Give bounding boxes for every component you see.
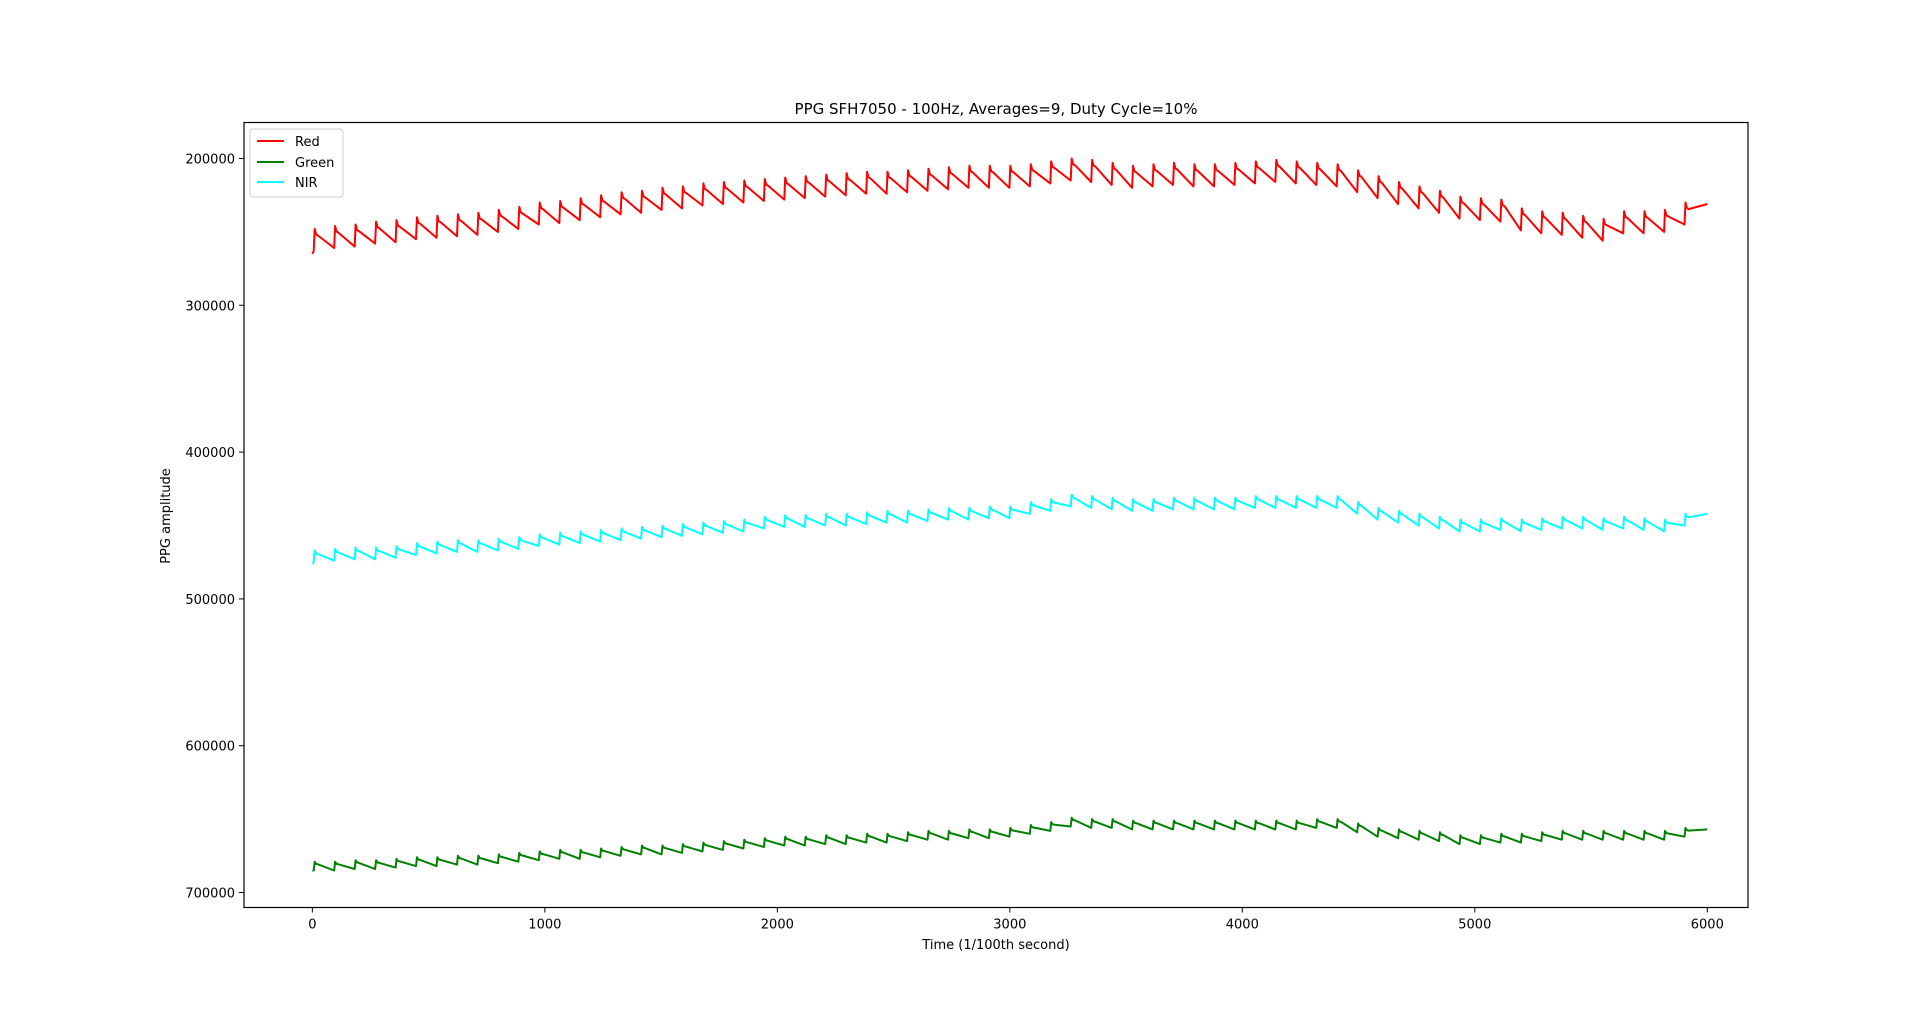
series-line-green (312, 816, 1708, 872)
axes-frame (243, 121, 1749, 909)
series-line-red (311, 157, 1708, 255)
x-tick-label: 4000 (1226, 918, 1259, 933)
y-tick-label: 400000 (185, 446, 235, 461)
y-axis: 200000 300000 400000 500000 600000 700000 (185, 152, 244, 902)
series-line-nir (311, 493, 1708, 565)
legend-label-nir: NIR (295, 176, 318, 191)
y-tick-label: 600000 (185, 740, 235, 755)
plot-area (311, 157, 1708, 872)
legend: Red Green NIR (249, 128, 344, 198)
legend-label-red: Red (295, 135, 320, 150)
x-tick-label: 5000 (1458, 918, 1491, 933)
y-tick-label: 500000 (185, 593, 235, 608)
x-axis-label: Time (1/100th second) (921, 938, 1069, 953)
y-axis-label: PPG amplitude (159, 468, 174, 564)
x-tick-label: 2000 (761, 918, 794, 933)
x-axis: 0 1000 2000 3000 4000 5000 6000 (308, 907, 1724, 933)
x-tick-label: 6000 (1691, 918, 1724, 933)
x-tick-label: 0 (308, 918, 316, 933)
legend-box (249, 128, 344, 198)
legend-label-green: Green (295, 156, 334, 171)
y-tick-label: 200000 (185, 152, 235, 167)
x-tick-label: 1000 (528, 918, 561, 933)
y-tick-label: 700000 (185, 887, 235, 902)
y-tick-label: 300000 (185, 299, 235, 314)
chart-title: PPG SFH7050 - 100Hz, Averages=9, Duty Cy… (795, 100, 1198, 118)
x-tick-label: 3000 (993, 918, 1026, 933)
